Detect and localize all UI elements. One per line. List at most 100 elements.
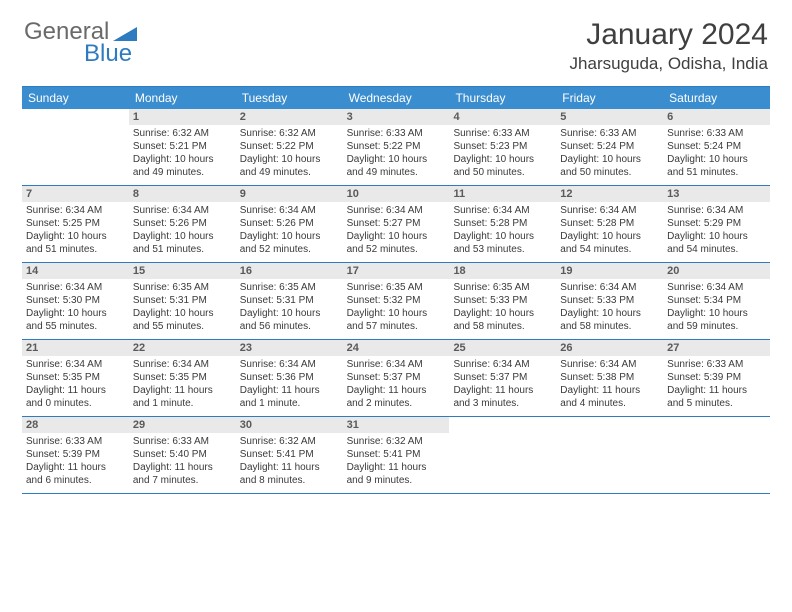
daylight-text-2: and 8 minutes.: [240, 474, 339, 487]
daylight-text-2: and 49 minutes.: [347, 166, 446, 179]
sunset-text: Sunset: 5:41 PM: [240, 448, 339, 461]
day-details: Sunrise: 6:32 AMSunset: 5:22 PMDaylight:…: [236, 125, 343, 185]
day-number: 23: [236, 340, 343, 356]
week-row: 7Sunrise: 6:34 AMSunset: 5:25 PMDaylight…: [22, 186, 770, 263]
day-number: 9: [236, 186, 343, 202]
daylight-text-2: and 51 minutes.: [667, 166, 766, 179]
day-details: Sunrise: 6:34 AMSunset: 5:29 PMDaylight:…: [663, 202, 770, 262]
day-cell: 4Sunrise: 6:33 AMSunset: 5:23 PMDaylight…: [449, 109, 556, 186]
day-number: 10: [343, 186, 450, 202]
month-title: January 2024: [570, 18, 768, 52]
daylight-text-1: Daylight: 10 hours: [26, 230, 125, 243]
sunset-text: Sunset: 5:37 PM: [347, 371, 446, 384]
day-number: 15: [129, 263, 236, 279]
sunset-text: Sunset: 5:28 PM: [453, 217, 552, 230]
sunset-text: Sunset: 5:33 PM: [453, 294, 552, 307]
calendar: Sunday Monday Tuesday Wednesday Thursday…: [22, 86, 770, 494]
day-details: Sunrise: 6:32 AMSunset: 5:41 PMDaylight:…: [343, 433, 450, 493]
daylight-text-1: Daylight: 10 hours: [560, 153, 659, 166]
daylight-text-2: and 3 minutes.: [453, 397, 552, 410]
day-number: 20: [663, 263, 770, 279]
sunrise-text: Sunrise: 6:34 AM: [240, 358, 339, 371]
daylight-text-2: and 1 minute.: [240, 397, 339, 410]
day-cell: 29Sunrise: 6:33 AMSunset: 5:40 PMDayligh…: [129, 417, 236, 494]
sunrise-text: Sunrise: 6:35 AM: [240, 281, 339, 294]
daylight-text-2: and 2 minutes.: [347, 397, 446, 410]
sunrise-text: Sunrise: 6:33 AM: [667, 358, 766, 371]
daylight-text-2: and 1 minute.: [133, 397, 232, 410]
day-number: 16: [236, 263, 343, 279]
logo: GeneralBlue: [24, 18, 137, 68]
sunrise-text: Sunrise: 6:35 AM: [347, 281, 446, 294]
day-details: Sunrise: 6:34 AMSunset: 5:37 PMDaylight:…: [449, 356, 556, 416]
daylight-text-2: and 57 minutes.: [347, 320, 446, 333]
day-cell: 20Sunrise: 6:34 AMSunset: 5:34 PMDayligh…: [663, 263, 770, 340]
day-details: Sunrise: 6:33 AMSunset: 5:40 PMDaylight:…: [129, 433, 236, 493]
sunset-text: Sunset: 5:39 PM: [26, 448, 125, 461]
day-details: Sunrise: 6:34 AMSunset: 5:36 PMDaylight:…: [236, 356, 343, 416]
daylight-text-2: and 4 minutes.: [560, 397, 659, 410]
weekday-header: Thursday: [449, 87, 556, 109]
sunrise-text: Sunrise: 6:34 AM: [453, 358, 552, 371]
daylight-text-2: and 58 minutes.: [453, 320, 552, 333]
daylight-text-2: and 50 minutes.: [560, 166, 659, 179]
sunset-text: Sunset: 5:22 PM: [347, 140, 446, 153]
daylight-text-2: and 5 minutes.: [667, 397, 766, 410]
day-cell: 26Sunrise: 6:34 AMSunset: 5:38 PMDayligh…: [556, 340, 663, 417]
daylight-text-1: Daylight: 11 hours: [133, 461, 232, 474]
sunrise-text: Sunrise: 6:32 AM: [347, 435, 446, 448]
sunset-text: Sunset: 5:35 PM: [133, 371, 232, 384]
daylight-text-1: Daylight: 10 hours: [667, 230, 766, 243]
day-number: 29: [129, 417, 236, 433]
day-cell: 1Sunrise: 6:32 AMSunset: 5:21 PMDaylight…: [129, 109, 236, 186]
daylight-text-1: Daylight: 10 hours: [453, 307, 552, 320]
day-number: 2: [236, 109, 343, 125]
day-details: Sunrise: 6:34 AMSunset: 5:33 PMDaylight:…: [556, 279, 663, 339]
sunset-text: Sunset: 5:31 PM: [133, 294, 232, 307]
daylight-text-1: Daylight: 11 hours: [347, 461, 446, 474]
day-number: 17: [343, 263, 450, 279]
daylight-text-1: Daylight: 10 hours: [133, 307, 232, 320]
sunset-text: Sunset: 5:35 PM: [26, 371, 125, 384]
daylight-text-2: and 49 minutes.: [240, 166, 339, 179]
empty-day-cell: [663, 417, 770, 494]
day-details: Sunrise: 6:34 AMSunset: 5:35 PMDaylight:…: [22, 356, 129, 416]
day-number: 1: [129, 109, 236, 125]
daylight-text-1: Daylight: 10 hours: [667, 307, 766, 320]
day-number: 21: [22, 340, 129, 356]
day-details: Sunrise: 6:34 AMSunset: 5:28 PMDaylight:…: [556, 202, 663, 262]
daylight-text-1: Daylight: 10 hours: [453, 153, 552, 166]
daylight-text-2: and 49 minutes.: [133, 166, 232, 179]
day-details: Sunrise: 6:34 AMSunset: 5:26 PMDaylight:…: [236, 202, 343, 262]
sunrise-text: Sunrise: 6:33 AM: [26, 435, 125, 448]
daylight-text-2: and 59 minutes.: [667, 320, 766, 333]
day-details: Sunrise: 6:34 AMSunset: 5:38 PMDaylight:…: [556, 356, 663, 416]
sunrise-text: Sunrise: 6:32 AM: [240, 435, 339, 448]
day-details: Sunrise: 6:32 AMSunset: 5:21 PMDaylight:…: [129, 125, 236, 185]
day-cell: 9Sunrise: 6:34 AMSunset: 5:26 PMDaylight…: [236, 186, 343, 263]
day-details: Sunrise: 6:35 AMSunset: 5:31 PMDaylight:…: [236, 279, 343, 339]
day-cell: 5Sunrise: 6:33 AMSunset: 5:24 PMDaylight…: [556, 109, 663, 186]
daylight-text-1: Daylight: 11 hours: [560, 384, 659, 397]
sunrise-text: Sunrise: 6:34 AM: [347, 204, 446, 217]
day-cell: 28Sunrise: 6:33 AMSunset: 5:39 PMDayligh…: [22, 417, 129, 494]
day-details: Sunrise: 6:33 AMSunset: 5:39 PMDaylight:…: [22, 433, 129, 493]
daylight-text-1: Daylight: 11 hours: [240, 461, 339, 474]
location: Jharsuguda, Odisha, India: [570, 54, 768, 74]
sunrise-text: Sunrise: 6:34 AM: [26, 281, 125, 294]
day-details: Sunrise: 6:34 AMSunset: 5:30 PMDaylight:…: [22, 279, 129, 339]
day-cell: 31Sunrise: 6:32 AMSunset: 5:41 PMDayligh…: [343, 417, 450, 494]
sunset-text: Sunset: 5:23 PM: [453, 140, 552, 153]
daylight-text-2: and 55 minutes.: [133, 320, 232, 333]
page-header: GeneralBlue January 2024 Jharsuguda, Odi…: [0, 0, 792, 78]
day-cell: 11Sunrise: 6:34 AMSunset: 5:28 PMDayligh…: [449, 186, 556, 263]
sunrise-text: Sunrise: 6:33 AM: [667, 127, 766, 140]
sunset-text: Sunset: 5:37 PM: [453, 371, 552, 384]
sunset-text: Sunset: 5:28 PM: [560, 217, 659, 230]
day-number: 30: [236, 417, 343, 433]
sunrise-text: Sunrise: 6:34 AM: [347, 358, 446, 371]
day-cell: 25Sunrise: 6:34 AMSunset: 5:37 PMDayligh…: [449, 340, 556, 417]
sunset-text: Sunset: 5:26 PM: [240, 217, 339, 230]
daylight-text-2: and 55 minutes.: [26, 320, 125, 333]
day-number: 26: [556, 340, 663, 356]
